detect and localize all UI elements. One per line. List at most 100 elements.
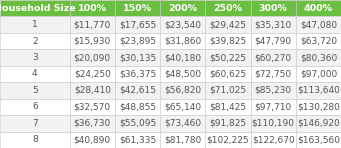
Bar <box>0 115 70 132</box>
Text: 2: 2 <box>32 37 38 46</box>
Text: $61,335: $61,335 <box>119 135 156 144</box>
Text: $65,140: $65,140 <box>164 102 201 111</box>
Bar <box>251 82 296 99</box>
Text: $113,640: $113,640 <box>297 86 340 95</box>
Text: $47,790: $47,790 <box>255 37 292 46</box>
Text: $81,425: $81,425 <box>209 102 247 111</box>
Bar <box>115 49 160 66</box>
Text: 1: 1 <box>32 20 38 29</box>
Bar <box>296 99 341 115</box>
Bar <box>205 115 251 132</box>
Text: $20,090: $20,090 <box>74 53 111 62</box>
Text: $23,540: $23,540 <box>164 20 201 29</box>
Text: 300%: 300% <box>259 4 287 13</box>
Text: $47,080: $47,080 <box>300 20 337 29</box>
Bar <box>70 0 115 16</box>
Text: $102,225: $102,225 <box>207 135 249 144</box>
Text: $63,720: $63,720 <box>300 37 337 46</box>
Text: $28,410: $28,410 <box>74 86 111 95</box>
Text: $97,710: $97,710 <box>254 102 292 111</box>
Text: 5: 5 <box>32 86 38 95</box>
Bar <box>160 16 205 33</box>
Bar <box>205 33 251 49</box>
Bar <box>296 33 341 49</box>
Bar <box>0 16 70 33</box>
Text: $110,190: $110,190 <box>252 119 295 128</box>
Bar <box>251 132 296 148</box>
Bar <box>115 115 160 132</box>
Text: 8: 8 <box>32 135 38 144</box>
Bar <box>205 132 251 148</box>
Bar <box>296 82 341 99</box>
Text: $31,860: $31,860 <box>164 37 202 46</box>
Bar <box>115 99 160 115</box>
Bar <box>296 132 341 148</box>
Bar <box>160 132 205 148</box>
Bar <box>70 33 115 49</box>
Text: $71,025: $71,025 <box>209 86 247 95</box>
Text: $163,560: $163,560 <box>297 135 340 144</box>
Text: $40,890: $40,890 <box>74 135 111 144</box>
Bar <box>160 99 205 115</box>
Bar <box>0 33 70 49</box>
Text: 200%: 200% <box>168 4 197 13</box>
Text: $81,780: $81,780 <box>164 135 202 144</box>
Bar <box>70 115 115 132</box>
Bar <box>251 0 296 16</box>
Text: $30,135: $30,135 <box>119 53 156 62</box>
Text: $17,655: $17,655 <box>119 20 156 29</box>
Text: 7: 7 <box>32 119 38 128</box>
Text: $23,895: $23,895 <box>119 37 156 46</box>
Bar <box>70 66 115 82</box>
Text: 4: 4 <box>32 70 38 78</box>
Text: 100%: 100% <box>78 4 107 13</box>
Text: $60,270: $60,270 <box>255 53 292 62</box>
Bar <box>115 0 160 16</box>
Bar <box>205 99 251 115</box>
Text: $55,095: $55,095 <box>119 119 156 128</box>
Text: $11,770: $11,770 <box>74 20 111 29</box>
Bar <box>251 115 296 132</box>
Text: $50,225: $50,225 <box>209 53 247 62</box>
Text: 250%: 250% <box>213 4 242 13</box>
Text: $97,000: $97,000 <box>300 70 337 78</box>
Bar <box>70 82 115 99</box>
Text: $122,670: $122,670 <box>252 135 295 144</box>
Text: 400%: 400% <box>304 4 333 13</box>
Bar <box>296 49 341 66</box>
Bar <box>0 66 70 82</box>
Bar <box>160 0 205 16</box>
Bar <box>115 66 160 82</box>
Text: $42,615: $42,615 <box>119 86 156 95</box>
Text: $35,310: $35,310 <box>254 20 292 29</box>
Text: $29,425: $29,425 <box>209 20 247 29</box>
Text: $24,250: $24,250 <box>74 70 111 78</box>
Bar <box>296 0 341 16</box>
Text: $60,625: $60,625 <box>209 70 247 78</box>
Text: $48,500: $48,500 <box>164 70 201 78</box>
Text: $36,375: $36,375 <box>119 70 156 78</box>
Text: $39,825: $39,825 <box>209 37 247 46</box>
Text: $85,230: $85,230 <box>255 86 292 95</box>
Bar <box>160 115 205 132</box>
Bar <box>160 82 205 99</box>
Text: 150%: 150% <box>123 4 152 13</box>
Bar <box>70 132 115 148</box>
Bar <box>205 16 251 33</box>
Text: $56,820: $56,820 <box>164 86 201 95</box>
Bar <box>251 66 296 82</box>
Text: 3: 3 <box>32 53 38 62</box>
Bar <box>115 132 160 148</box>
Text: 6: 6 <box>32 102 38 111</box>
Bar <box>160 49 205 66</box>
Text: $146,920: $146,920 <box>297 119 340 128</box>
Bar <box>205 0 251 16</box>
Text: $48,855: $48,855 <box>119 102 156 111</box>
Bar <box>296 66 341 82</box>
Bar <box>70 49 115 66</box>
Bar <box>251 16 296 33</box>
Text: $40,180: $40,180 <box>164 53 201 62</box>
Text: $32,570: $32,570 <box>74 102 111 111</box>
Bar <box>0 132 70 148</box>
Text: $73,460: $73,460 <box>164 119 201 128</box>
